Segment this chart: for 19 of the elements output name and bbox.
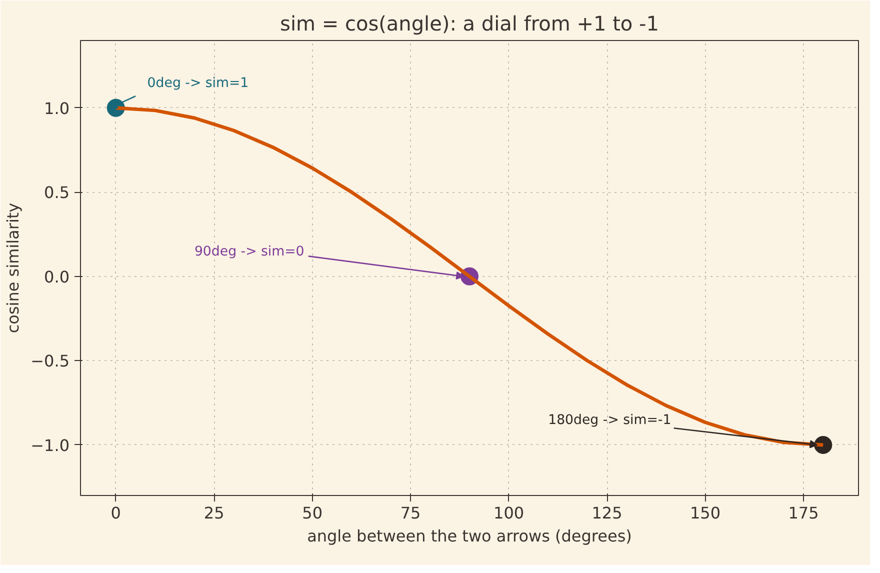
annotation: 180deg -> sim=-1 bbox=[548, 413, 672, 428]
x-tick-label: 75 bbox=[400, 504, 421, 522]
x-tick-label: 125 bbox=[592, 504, 622, 522]
x-tick-label: 150 bbox=[690, 504, 721, 522]
x-tick-label: 100 bbox=[494, 504, 524, 522]
y-tick-label: 0.0 bbox=[44, 267, 70, 286]
x-axis-title: angle between the two arrows (degrees) bbox=[307, 526, 632, 546]
x-tick-label: 0 bbox=[110, 504, 121, 522]
y-tick-label: −0.5 bbox=[30, 352, 70, 371]
annotation: 0deg -> sim=1 bbox=[147, 76, 249, 92]
annotation: 90deg -> sim=0 bbox=[194, 244, 304, 260]
x-tick-label: 175 bbox=[788, 504, 819, 522]
y-tick-label: 0.5 bbox=[44, 183, 70, 202]
y-tick-label: −1.0 bbox=[30, 436, 70, 455]
x-tick-label: 25 bbox=[204, 504, 224, 522]
x-tick-label: 50 bbox=[302, 504, 323, 522]
y-tick-label: 1.0 bbox=[44, 98, 70, 118]
y-axis-title: cosine similarity bbox=[4, 202, 23, 334]
chart-title: sim = cos(angle): a dial from +1 to -1 bbox=[280, 12, 659, 36]
